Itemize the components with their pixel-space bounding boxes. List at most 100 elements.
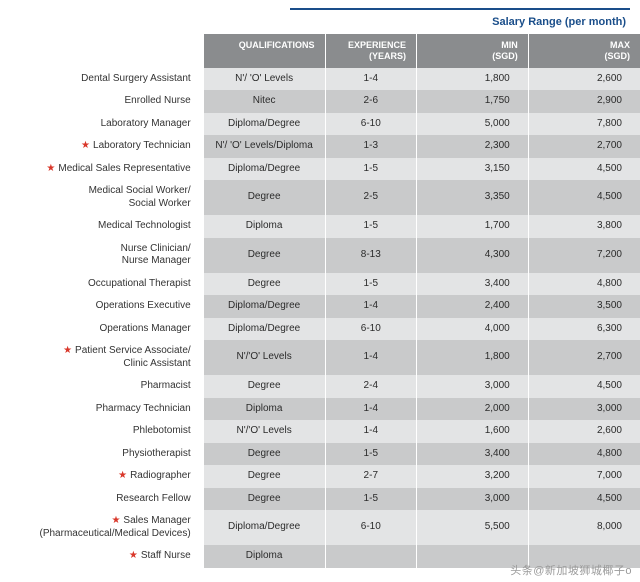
cell-min: 5,000 — [416, 113, 528, 136]
table-row: PhysiotherapistDegree1-53,4004,800 — [0, 443, 640, 466]
cell-exp: 2-4 — [325, 375, 416, 398]
cell-exp: 6-10 — [325, 318, 416, 341]
cell-role: ★Sales Manager(Pharmaceutical/Medical De… — [0, 510, 203, 545]
cell-qual: Degree — [203, 488, 325, 511]
cell-min: 3,150 — [416, 158, 528, 181]
cell-role: Occupational Therapist — [0, 273, 203, 296]
cell-exp: 1-4 — [325, 68, 416, 91]
cell-exp: 1-4 — [325, 398, 416, 421]
cell-role: Pharmacist — [0, 375, 203, 398]
cell-exp: 1-5 — [325, 488, 416, 511]
cell-min: 2,400 — [416, 295, 528, 318]
cell-role: Laboratory Manager — [0, 113, 203, 136]
cell-exp: 1-4 — [325, 420, 416, 443]
cell-qual: N'/'O' Levels — [203, 340, 325, 375]
header-row: QUALIFICATIONS EXPERIENCE(YEARS) MIN(SGD… — [0, 34, 640, 68]
cell-qual: Diploma/Degree — [203, 113, 325, 136]
cell-role: Enrolled Nurse — [0, 90, 203, 113]
cell-max: 4,800 — [528, 273, 640, 296]
cell-role: ★Medical Sales Representative — [0, 158, 203, 181]
cell-max: 2,700 — [528, 135, 640, 158]
star-icon: ★ — [111, 515, 120, 526]
cell-max: 3,500 — [528, 295, 640, 318]
salary-range-label: Salary Range (per month) — [0, 10, 640, 34]
cell-min: 3,200 — [416, 465, 528, 488]
cell-exp: 2-5 — [325, 180, 416, 215]
cell-role: Nurse Clinician/Nurse Manager — [0, 238, 203, 273]
table-row: Research FellowDegree1-53,0004,500 — [0, 488, 640, 511]
cell-max: 8,000 — [528, 510, 640, 545]
cell-qual: Diploma/Degree — [203, 510, 325, 545]
col-qualifications: QUALIFICATIONS — [203, 34, 325, 68]
table-row: PharmacistDegree2-43,0004,500 — [0, 375, 640, 398]
cell-role: ★Staff Nurse — [0, 545, 203, 568]
cell-min: 3,000 — [416, 488, 528, 511]
cell-exp: 1-4 — [325, 295, 416, 318]
cell-max: 4,500 — [528, 180, 640, 215]
cell-role: ★Patient Service Associate/Clinic Assist… — [0, 340, 203, 375]
cell-qual: Diploma/Degree — [203, 295, 325, 318]
cell-exp: 6-10 — [325, 510, 416, 545]
cell-exp: 6-10 — [325, 113, 416, 136]
table-row: ★Laboratory TechnicianN'/ 'O' Levels/Dip… — [0, 135, 640, 158]
cell-max: 3,000 — [528, 398, 640, 421]
cell-qual: Degree — [203, 375, 325, 398]
cell-max: 4,500 — [528, 488, 640, 511]
cell-qual: Degree — [203, 238, 325, 273]
cell-role: Research Fellow — [0, 488, 203, 511]
cell-min: 2,300 — [416, 135, 528, 158]
star-icon: ★ — [118, 470, 127, 481]
col-min: MIN(SGD) — [416, 34, 528, 68]
cell-role: Medical Technologist — [0, 215, 203, 238]
table-row: Pharmacy TechnicianDiploma1-42,0003,000 — [0, 398, 640, 421]
cell-qual: N'/'O' Levels — [203, 420, 325, 443]
cell-exp: 1-5 — [325, 158, 416, 181]
cell-role: Dental Surgery Assistant — [0, 68, 203, 91]
cell-max: 4,800 — [528, 443, 640, 466]
cell-min: 3,400 — [416, 273, 528, 296]
table-row: ★RadiographerDegree2-73,2007,000 — [0, 465, 640, 488]
cell-min: 3,400 — [416, 443, 528, 466]
cell-qual: Degree — [203, 180, 325, 215]
cell-role: Pharmacy Technician — [0, 398, 203, 421]
cell-max: 2,900 — [528, 90, 640, 113]
cell-role: Operations Executive — [0, 295, 203, 318]
cell-max: 6,300 — [528, 318, 640, 341]
cell-role: ★Radiographer — [0, 465, 203, 488]
star-icon: ★ — [129, 550, 138, 561]
cell-qual: N'/ 'O' Levels — [203, 68, 325, 91]
cell-role: Operations Manager — [0, 318, 203, 341]
cell-role: Physiotherapist — [0, 443, 203, 466]
cell-qual: Diploma/Degree — [203, 318, 325, 341]
cell-min: 2,000 — [416, 398, 528, 421]
table-row: Dental Surgery AssistantN'/ 'O' Levels1-… — [0, 68, 640, 91]
star-icon: ★ — [81, 140, 90, 151]
cell-max: 7,200 — [528, 238, 640, 273]
cell-exp: 1-3 — [325, 135, 416, 158]
cell-qual: Diploma — [203, 215, 325, 238]
table-row: Medical Social Worker/Social WorkerDegre… — [0, 180, 640, 215]
cell-qual: Degree — [203, 465, 325, 488]
cell-max: 2,600 — [528, 420, 640, 443]
table-row: Laboratory ManagerDiploma/Degree6-105,00… — [0, 113, 640, 136]
watermark: 头条@新加坡狮城椰子o — [510, 562, 632, 578]
cell-min: 1,800 — [416, 340, 528, 375]
cell-exp: 2-7 — [325, 465, 416, 488]
cell-qual: Diploma/Degree — [203, 158, 325, 181]
cell-qual: Diploma — [203, 545, 325, 568]
cell-max: 2,700 — [528, 340, 640, 375]
cell-exp: 1-5 — [325, 443, 416, 466]
table-row: PhlebotomistN'/'O' Levels1-41,6002,600 — [0, 420, 640, 443]
cell-qual: N'/ 'O' Levels/Diploma — [203, 135, 325, 158]
cell-max: 7,800 — [528, 113, 640, 136]
table-row: Operations ExecutiveDiploma/Degree1-42,4… — [0, 295, 640, 318]
salary-table: QUALIFICATIONS EXPERIENCE(YEARS) MIN(SGD… — [0, 34, 640, 568]
cell-min: 3,000 — [416, 375, 528, 398]
star-icon: ★ — [63, 345, 72, 356]
cell-role: Phlebotomist — [0, 420, 203, 443]
table-row: ★Sales Manager(Pharmaceutical/Medical De… — [0, 510, 640, 545]
col-experience: EXPERIENCE(YEARS) — [325, 34, 416, 68]
table-row: ★Patient Service Associate/Clinic Assist… — [0, 340, 640, 375]
cell-max: 7,000 — [528, 465, 640, 488]
cell-role: Medical Social Worker/Social Worker — [0, 180, 203, 215]
